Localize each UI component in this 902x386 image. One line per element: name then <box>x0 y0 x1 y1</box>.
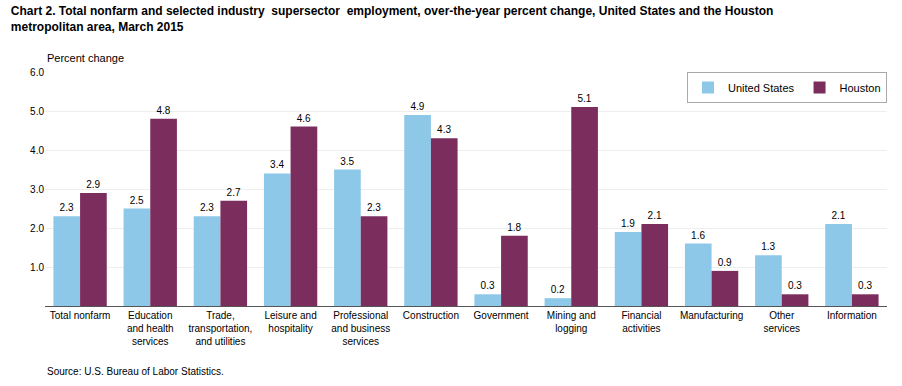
svg-text:Source: U.S. Bureau of Labor S: Source: U.S. Bureau of Labor Statistics. <box>47 366 224 377</box>
svg-text:Percent change: Percent change <box>47 52 124 64</box>
svg-text:0.3: 0.3 <box>788 280 802 291</box>
svg-text:Educationand healthservices: Educationand healthservices <box>127 310 174 347</box>
svg-text:2.9: 2.9 <box>86 179 100 190</box>
svg-text:3.5: 3.5 <box>340 156 354 167</box>
svg-text:2.7: 2.7 <box>227 187 241 198</box>
svg-text:Chart 2. Total nonfarm and sel: Chart 2. Total nonfarm and selected indu… <box>11 4 774 34</box>
svg-text:2.1: 2.1 <box>831 210 845 221</box>
svg-text:2.0: 2.0 <box>30 223 44 234</box>
svg-text:4.8: 4.8 <box>156 105 170 116</box>
svg-text:1.8: 1.8 <box>507 222 521 233</box>
svg-text:0.3: 0.3 <box>858 280 872 291</box>
svg-text:4.0: 4.0 <box>30 145 44 156</box>
svg-text:2.3: 2.3 <box>367 202 381 213</box>
svg-text:4.9: 4.9 <box>410 101 424 112</box>
svg-text:Mining andlogging: Mining andlogging <box>547 310 596 334</box>
svg-text:Leisure andhospitality: Leisure andhospitality <box>264 310 316 334</box>
svg-text:2.3: 2.3 <box>60 202 74 213</box>
svg-text:6.0: 6.0 <box>30 67 44 78</box>
svg-text:Financialactivities: Financialactivities <box>621 310 661 334</box>
svg-text:Construction: Construction <box>403 310 459 321</box>
svg-text:4.6: 4.6 <box>297 113 311 124</box>
svg-text:Information: Information <box>827 310 877 321</box>
svg-text:1.6: 1.6 <box>691 230 705 241</box>
svg-text:2.1: 2.1 <box>648 210 662 221</box>
svg-text:5.0: 5.0 <box>30 106 44 117</box>
svg-text:Manufacturing: Manufacturing <box>680 310 743 321</box>
svg-text:3.4: 3.4 <box>270 159 284 170</box>
svg-text:1.0: 1.0 <box>30 262 44 273</box>
svg-text:5.1: 5.1 <box>577 93 591 104</box>
svg-text:Trade,transportation,and utili: Trade,transportation,and utilities <box>188 310 252 347</box>
svg-text:0.2: 0.2 <box>551 284 565 295</box>
svg-text:Houston: Houston <box>840 82 881 94</box>
svg-text:1.3: 1.3 <box>761 241 775 252</box>
svg-text:2.5: 2.5 <box>130 195 144 206</box>
svg-text:Total nonfarm: Total nonfarm <box>50 310 111 321</box>
svg-text:0.9: 0.9 <box>718 257 732 268</box>
svg-text:2.3: 2.3 <box>200 202 214 213</box>
svg-text:Government: Government <box>474 310 529 321</box>
svg-text:United States: United States <box>728 82 795 94</box>
svg-text:4.3: 4.3 <box>437 124 451 135</box>
svg-text:1.9: 1.9 <box>621 218 635 229</box>
svg-text:0.3: 0.3 <box>481 280 495 291</box>
svg-text:3.0: 3.0 <box>30 184 44 195</box>
svg-text:Professionaland businessservic: Professionaland businessservices <box>331 310 390 347</box>
svg-text:Otherservices: Otherservices <box>763 310 800 334</box>
